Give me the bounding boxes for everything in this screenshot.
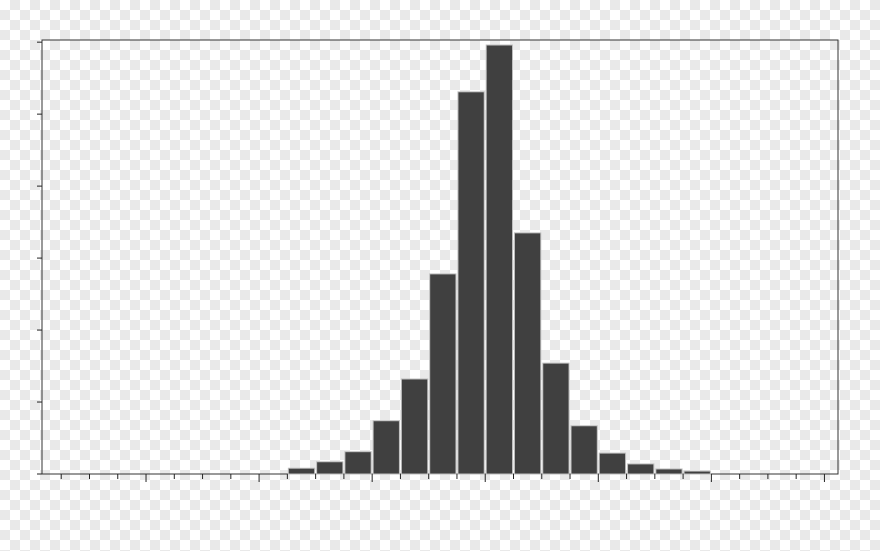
bar xyxy=(485,44,513,475)
bar xyxy=(570,425,598,475)
bar xyxy=(513,232,542,475)
bar xyxy=(598,452,627,475)
bar xyxy=(655,468,683,475)
bar xyxy=(344,451,372,475)
bar xyxy=(457,91,485,475)
bar xyxy=(372,420,400,475)
bar xyxy=(542,362,570,475)
bar xyxy=(287,467,316,475)
bar xyxy=(316,461,344,475)
bar xyxy=(400,378,429,475)
bar xyxy=(683,470,711,475)
bar xyxy=(429,273,457,475)
bar xyxy=(627,463,655,475)
